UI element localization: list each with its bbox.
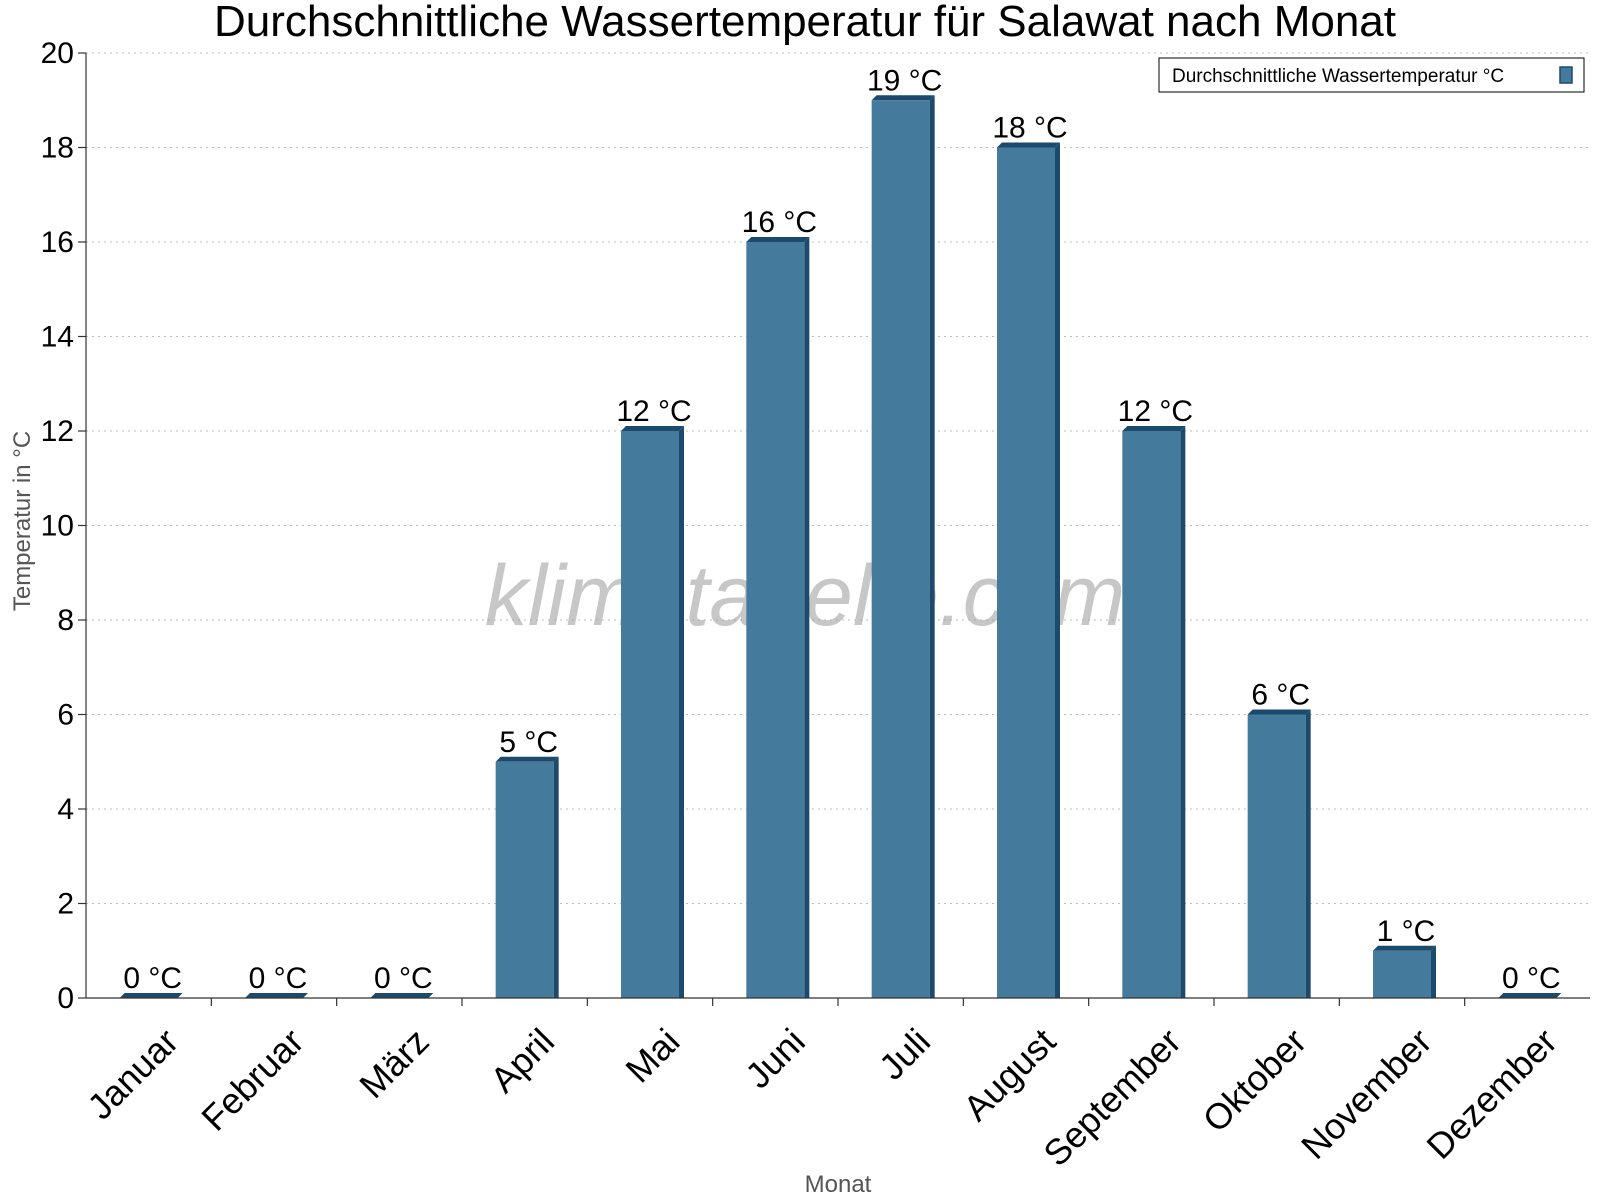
bar-value-label: 18 °C	[992, 112, 1067, 145]
bar-value-label: 1 °C	[1377, 915, 1436, 948]
x-tick-label: Dezember	[1418, 1020, 1564, 1166]
bar-top	[119, 993, 183, 998]
bar-value-label: 16 °C	[742, 206, 817, 239]
bar-value-label: 0 °C	[123, 962, 182, 995]
legend-series-name: Durchschnittliche Wassertemperatur °C	[1172, 66, 1504, 87]
x-axis-label: Monat	[805, 1171, 872, 1198]
bar-top	[1498, 993, 1562, 998]
bar-value-label: 0 °C	[1502, 962, 1561, 995]
bar-value-labels: 0 °C 0 °C 0 °C 5 °C 12 °C 16 °C 19 °C 18 °C 12 °…	[123, 64, 1560, 995]
bar-top	[746, 237, 810, 242]
y-tick-label: 0	[57, 982, 74, 1015]
bar-value-label: 12 °C	[1118, 395, 1193, 428]
bar-value-label: 6 °C	[1251, 679, 1310, 712]
y-tick-label: 4	[57, 793, 74, 826]
y-tick-label: 12	[41, 415, 74, 448]
bar-value-label: 0 °C	[374, 962, 433, 995]
y-tick-label: 6	[57, 699, 74, 732]
x-tick-label: März	[351, 1020, 437, 1106]
bar-side	[1180, 426, 1186, 998]
x-tick-label: Februar	[193, 1020, 311, 1138]
x-tick-label: April	[482, 1020, 562, 1100]
bar-side	[929, 95, 935, 998]
bar	[621, 431, 679, 998]
bars	[119, 95, 1562, 998]
y-tick-label: 16	[41, 226, 74, 259]
y-tick-label: 2	[57, 888, 74, 921]
y-tick-label: 20	[41, 37, 74, 70]
legend-box	[1158, 57, 1585, 93]
bar-side	[679, 426, 684, 998]
bar-side	[1431, 945, 1436, 998]
bar-top	[370, 993, 434, 998]
bar-side	[553, 756, 559, 998]
bar-top	[871, 95, 935, 101]
bar-top	[1122, 426, 1186, 431]
bar-top	[245, 993, 308, 998]
bar-top	[1247, 709, 1311, 715]
bar	[871, 100, 930, 998]
bar	[1247, 714, 1306, 998]
bar-side	[804, 237, 810, 998]
bar-top	[997, 142, 1060, 148]
bar-side	[1055, 142, 1060, 998]
grid-lines	[86, 52, 1590, 904]
legend-swatch	[1559, 66, 1573, 84]
y-tick-label: 14	[41, 321, 74, 354]
x-tick-label: Mai	[617, 1020, 687, 1090]
bar-value-label: 0 °C	[249, 962, 308, 995]
x-tick-label: September	[1035, 1020, 1189, 1174]
bar	[1373, 950, 1431, 998]
y-tick-label: 8	[57, 604, 74, 637]
bar	[1122, 431, 1181, 998]
y-tick-label: 18	[41, 132, 74, 165]
bar-top	[621, 426, 684, 431]
bar	[495, 761, 554, 998]
bar-top	[495, 756, 559, 762]
x-tick-label: Juli	[871, 1020, 938, 1087]
x-tick-label: Juni	[737, 1020, 813, 1096]
bar-top	[1373, 945, 1436, 951]
y-axis-label: Temperatur in °C	[9, 431, 36, 611]
legend: Durchschnittliche Wassertemperatur °C	[1158, 57, 1585, 93]
bar-side	[1305, 709, 1311, 998]
y-tick-label: 10	[41, 510, 74, 543]
x-tick-label: Oktober	[1195, 1020, 1315, 1140]
bar	[746, 242, 805, 998]
bar	[997, 147, 1055, 998]
chart-title: Durchschnittliche Wassertemperatur für S…	[214, 0, 1396, 46]
x-tick-label: August	[955, 1020, 1063, 1128]
bar-value-label: 19 °C	[867, 64, 942, 97]
x-tick-label: November	[1293, 1020, 1439, 1166]
x-tick-label: Januar	[79, 1020, 186, 1127]
bar-value-label: 12 °C	[616, 395, 691, 428]
bar-value-label: 5 °C	[499, 726, 558, 759]
